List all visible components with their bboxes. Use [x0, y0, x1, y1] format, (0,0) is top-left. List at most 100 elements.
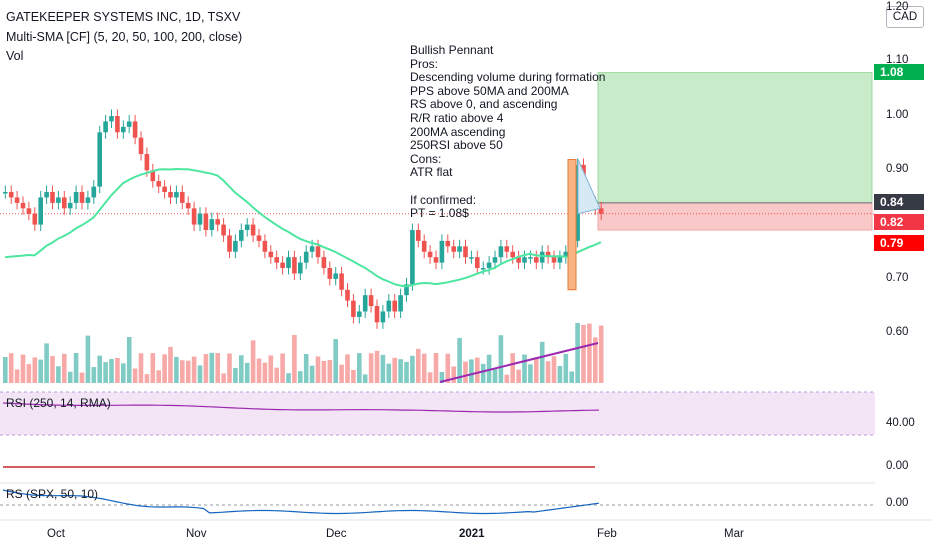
volume-bar	[162, 354, 167, 383]
volume-bar	[416, 348, 421, 383]
volume-bar	[138, 353, 144, 383]
candle-body	[551, 257, 557, 263]
annotation-note[interactable]: Bullish Pennant Pros: Descending volume …	[410, 43, 605, 221]
currency-button[interactable]: CAD	[886, 6, 924, 28]
candle-body	[103, 121, 108, 133]
volume-bar	[115, 357, 120, 383]
candle-body	[239, 230, 244, 241]
candle-body	[209, 219, 215, 231]
volume-legend[interactable]: Vol	[6, 49, 24, 63]
volume-bar	[463, 361, 468, 383]
last-price-badge: 0.84	[874, 194, 924, 210]
volume-bar	[250, 340, 256, 383]
volume-bar	[144, 374, 150, 383]
volume-bar	[380, 354, 386, 383]
annotation-line: PT = 1.08$	[410, 206, 469, 221]
candle-body	[185, 202, 191, 209]
volume-bar	[510, 353, 515, 383]
stop-price-badge: 0.79	[874, 235, 924, 251]
volume-bar	[233, 367, 238, 383]
rsi-legend[interactable]: RSI (250, 14, RMA)	[6, 396, 111, 410]
volume-bar	[227, 353, 232, 383]
candle-body	[126, 121, 132, 127]
volume-bar	[327, 360, 333, 383]
candle-body	[398, 295, 403, 312]
volume-bar	[150, 353, 156, 383]
time-tick: Nov	[186, 528, 207, 540]
candle-body	[498, 246, 504, 258]
candle-body	[439, 240, 445, 263]
sma-legend[interactable]: Multi-SMA [CF] (5, 20, 50, 100, 200, clo…	[6, 30, 243, 44]
volume-bar	[44, 343, 49, 383]
volume-bar	[351, 369, 356, 383]
volume-bar	[587, 323, 592, 383]
candle-body	[168, 192, 173, 198]
volume-bar	[156, 370, 161, 383]
volume-bar	[439, 372, 445, 383]
candle-body	[510, 251, 515, 258]
volume-bar	[103, 362, 108, 383]
volume-bar	[427, 372, 433, 383]
candle-body	[303, 251, 309, 263]
volume-bar	[79, 372, 85, 383]
candle-body	[457, 246, 462, 252]
candle-body	[32, 213, 38, 225]
rs-line	[2, 489, 599, 515]
volume-bar	[581, 324, 586, 383]
candle-body	[262, 240, 268, 252]
candle-body	[109, 116, 114, 122]
volume-bar	[209, 352, 215, 383]
rsi-line	[2, 402, 599, 413]
volume-bar	[38, 359, 43, 383]
candle-body	[233, 240, 238, 252]
pennant-pole	[567, 158, 577, 291]
candle-body	[26, 208, 32, 214]
candle-body	[451, 246, 456, 252]
candle-body	[469, 257, 474, 259]
candle-body	[20, 202, 26, 209]
volume-bar	[357, 353, 362, 383]
volume-bar	[67, 371, 73, 383]
rs-legend[interactable]: RS (SPX, 50, 10)	[6, 487, 99, 501]
volume-bar	[244, 362, 250, 383]
candle-body	[298, 262, 303, 274]
candle-body	[321, 257, 327, 269]
volume-bar	[109, 358, 114, 383]
time-tick: 2021	[459, 528, 485, 540]
candle-body	[475, 257, 480, 269]
rs-axis-tick: 0.00	[886, 497, 909, 509]
volume-bar	[398, 359, 403, 383]
candle-body	[268, 251, 274, 258]
candle-body	[528, 257, 533, 259]
volume-bar	[256, 358, 262, 383]
candle-body	[62, 197, 67, 209]
volume-bar	[221, 373, 226, 383]
time-tick: Feb	[597, 528, 617, 540]
annotation-line: ATR flat	[410, 165, 453, 180]
volume-bar	[593, 337, 598, 383]
volume-bar	[126, 336, 132, 383]
candle-body	[79, 192, 85, 203]
candle-body	[598, 208, 604, 214]
volume-bar	[321, 360, 327, 383]
volume-bar	[286, 373, 291, 383]
volume-bar	[185, 360, 191, 383]
symbol-title: GATEKEEPER SYSTEMS INC, 1D, TSXV	[6, 10, 241, 24]
price-tick: 0.90	[886, 163, 909, 175]
volume-trendline	[439, 342, 599, 383]
volume-bar	[522, 354, 527, 383]
volume-bar	[239, 355, 244, 383]
annotation-line: If confirmed:	[410, 192, 477, 207]
candle-body	[374, 306, 380, 323]
candle-body	[156, 181, 161, 187]
candle-body	[203, 213, 209, 231]
candle-body	[244, 224, 250, 231]
time-tick: Mar	[724, 528, 744, 540]
candle-body	[144, 154, 150, 171]
candle-body	[250, 224, 256, 236]
volume-bar	[121, 363, 126, 383]
candle-body	[138, 137, 144, 155]
volume-bar	[410, 355, 415, 383]
volume-bar	[480, 363, 486, 383]
